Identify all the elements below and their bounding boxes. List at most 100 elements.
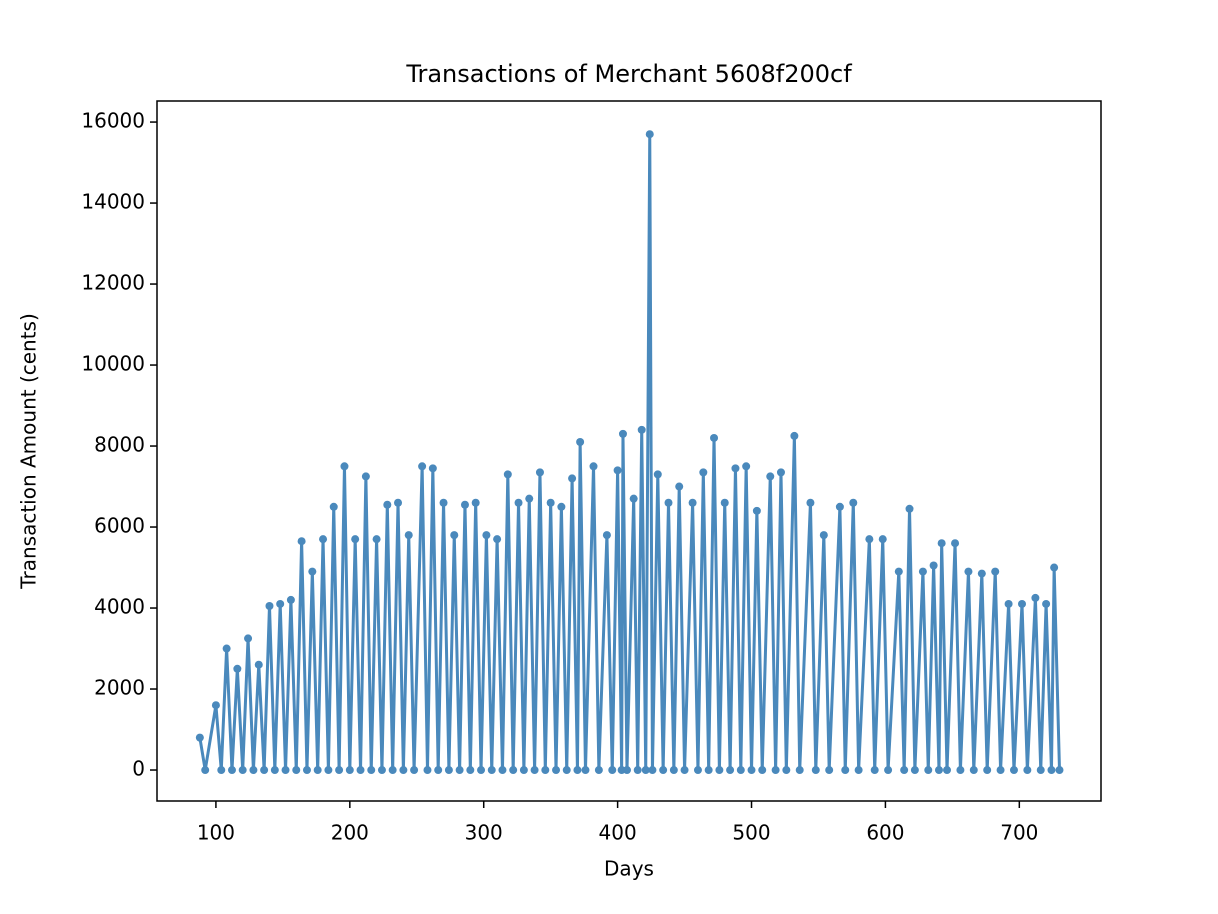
point xyxy=(825,766,834,775)
point xyxy=(356,766,365,775)
point xyxy=(377,766,386,775)
point xyxy=(726,766,735,775)
point xyxy=(404,531,413,540)
point xyxy=(450,531,459,540)
point xyxy=(270,766,279,775)
point xyxy=(383,500,392,509)
point xyxy=(991,567,1000,576)
point xyxy=(244,634,253,643)
point xyxy=(568,474,577,483)
point xyxy=(1017,599,1026,608)
point xyxy=(361,472,370,481)
point xyxy=(688,498,697,507)
point xyxy=(335,766,344,775)
point xyxy=(894,567,903,576)
point xyxy=(238,766,247,775)
point xyxy=(1009,766,1018,775)
point xyxy=(934,766,943,775)
point xyxy=(410,766,419,775)
point xyxy=(905,504,914,513)
point xyxy=(471,498,480,507)
point xyxy=(1036,766,1045,775)
point xyxy=(1042,599,1051,608)
point xyxy=(943,766,952,775)
point xyxy=(969,766,978,775)
point xyxy=(434,766,443,775)
point xyxy=(503,470,512,479)
point xyxy=(806,498,815,507)
point xyxy=(276,599,285,608)
point xyxy=(870,766,879,775)
point xyxy=(782,766,791,775)
point xyxy=(514,498,523,507)
point xyxy=(747,766,756,775)
point xyxy=(790,431,799,440)
point xyxy=(720,498,729,507)
point xyxy=(699,468,708,477)
point xyxy=(637,425,646,434)
point xyxy=(249,766,258,775)
point xyxy=(1031,593,1040,602)
point xyxy=(669,766,678,775)
point xyxy=(329,502,338,511)
point xyxy=(260,766,269,775)
point xyxy=(308,567,317,576)
point xyxy=(771,766,780,775)
point xyxy=(477,766,486,775)
point xyxy=(281,766,290,775)
point xyxy=(217,766,226,775)
point xyxy=(372,535,381,544)
point xyxy=(286,595,295,604)
point xyxy=(664,498,673,507)
point xyxy=(589,462,598,471)
x-tick-label: 600 xyxy=(866,821,904,845)
point xyxy=(929,561,938,570)
point xyxy=(324,766,333,775)
point xyxy=(313,766,322,775)
point xyxy=(388,766,397,775)
y-axis-label: Transaction Amount (cents) xyxy=(17,313,41,590)
point xyxy=(849,498,858,507)
point xyxy=(576,437,585,446)
x-tick-label: 400 xyxy=(599,821,637,845)
point xyxy=(493,535,502,544)
chart-title: Transactions of Merchant 5608f200cf xyxy=(405,60,852,88)
point xyxy=(618,429,627,438)
plot-frame xyxy=(156,100,1102,802)
point xyxy=(629,494,638,503)
point xyxy=(227,766,236,775)
point xyxy=(201,766,210,775)
point xyxy=(766,472,775,481)
point xyxy=(367,766,376,775)
point xyxy=(1055,766,1064,775)
point xyxy=(319,535,328,544)
point xyxy=(423,766,432,775)
x-tick-label: 500 xyxy=(732,821,770,845)
y-tick-label: 8000 xyxy=(94,433,145,457)
point xyxy=(918,567,927,576)
point xyxy=(704,766,713,775)
point xyxy=(460,500,469,509)
point xyxy=(292,766,301,775)
point xyxy=(1050,563,1059,572)
point xyxy=(394,498,403,507)
point xyxy=(439,498,448,507)
point xyxy=(693,766,702,775)
y-tick-label: 10000 xyxy=(81,352,145,376)
point xyxy=(428,464,437,473)
x-tick-label: 100 xyxy=(197,821,235,845)
point xyxy=(487,766,496,775)
point xyxy=(622,766,631,775)
point xyxy=(444,766,453,775)
point xyxy=(297,537,306,546)
point xyxy=(613,466,622,475)
point xyxy=(519,766,528,775)
y-tick-label: 0 xyxy=(132,757,145,781)
point xyxy=(340,462,349,471)
point xyxy=(541,766,550,775)
x-tick-label: 700 xyxy=(1000,821,1038,845)
x-tick-label: 200 xyxy=(331,821,369,845)
point xyxy=(594,766,603,775)
point xyxy=(835,502,844,511)
